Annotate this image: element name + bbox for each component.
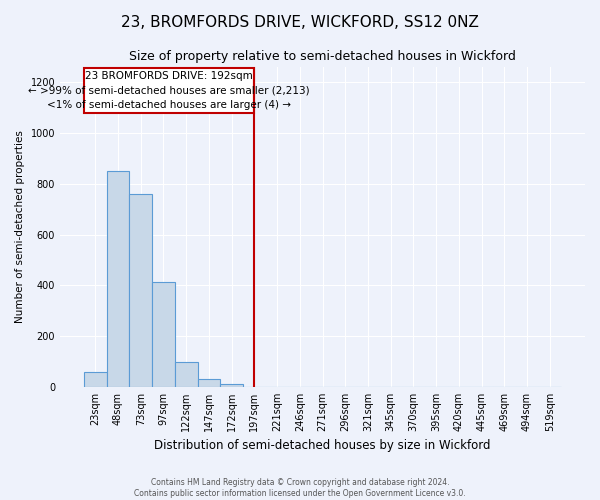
Text: Contains HM Land Registry data © Crown copyright and database right 2024.
Contai: Contains HM Land Registry data © Crown c… xyxy=(134,478,466,498)
Bar xyxy=(220,384,243,387)
Bar xyxy=(152,282,175,387)
Bar xyxy=(107,171,130,387)
Bar xyxy=(197,380,220,387)
FancyBboxPatch shape xyxy=(84,68,254,112)
Bar xyxy=(175,362,197,387)
X-axis label: Distribution of semi-detached houses by size in Wickford: Distribution of semi-detached houses by … xyxy=(154,440,491,452)
Y-axis label: Number of semi-detached properties: Number of semi-detached properties xyxy=(15,130,25,324)
Text: 23, BROMFORDS DRIVE, WICKFORD, SS12 0NZ: 23, BROMFORDS DRIVE, WICKFORD, SS12 0NZ xyxy=(121,15,479,30)
Bar xyxy=(84,372,107,387)
Text: 23 BROMFORDS DRIVE: 192sqm
← >99% of semi-detached houses are smaller (2,213)
<1: 23 BROMFORDS DRIVE: 192sqm ← >99% of sem… xyxy=(28,70,310,110)
Bar xyxy=(130,194,152,387)
Title: Size of property relative to semi-detached houses in Wickford: Size of property relative to semi-detach… xyxy=(129,50,516,63)
